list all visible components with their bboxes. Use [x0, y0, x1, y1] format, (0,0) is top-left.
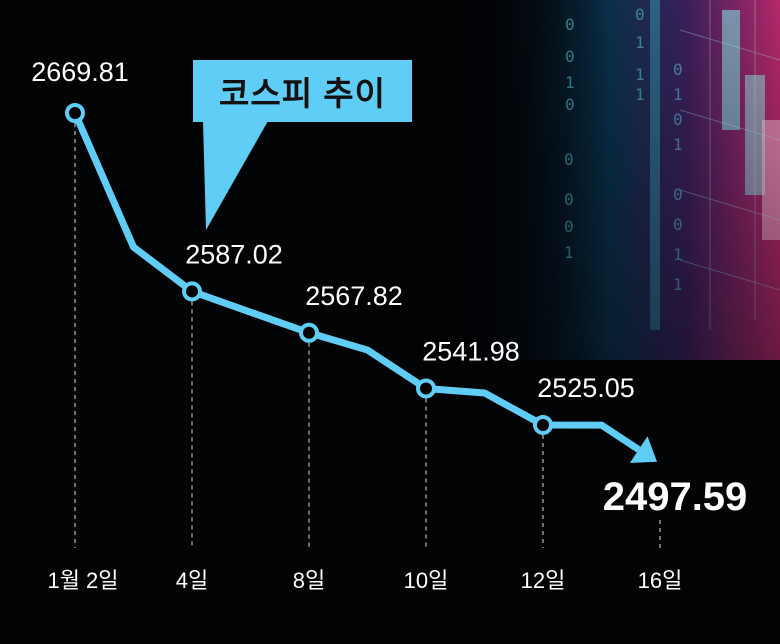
x-tick-label: 10일: [404, 568, 449, 593]
data-point-marker: [533, 414, 553, 435]
svg-text:0: 0: [564, 150, 574, 169]
x-tick-label: 12일: [521, 568, 566, 593]
svg-text:1: 1: [635, 85, 645, 104]
svg-text:0: 0: [565, 47, 575, 66]
svg-text:1: 1: [635, 33, 645, 52]
svg-text:0: 0: [565, 95, 575, 114]
data-label: 2525.05: [537, 373, 635, 403]
data-label: 2567.82: [305, 281, 403, 311]
data-point-marker: [416, 378, 436, 399]
data-point-marker: [182, 281, 202, 302]
data-point-marker: [65, 103, 85, 123]
svg-text:1: 1: [673, 135, 683, 154]
svg-text:1: 1: [673, 85, 683, 104]
data-label: 2669.81: [31, 57, 129, 87]
svg-text:1: 1: [635, 65, 645, 84]
x-tick-label: 1월 2일: [47, 568, 118, 593]
series-line: [71, 111, 641, 453]
callout-pointer: [203, 121, 268, 230]
svg-text:0: 0: [673, 60, 683, 79]
svg-text:0: 0: [673, 215, 683, 234]
svg-text:1: 1: [564, 243, 574, 262]
svg-text:0: 0: [565, 15, 575, 34]
svg-text:0: 0: [635, 5, 645, 24]
x-tick-label: 16일: [638, 568, 683, 593]
svg-text:1: 1: [565, 73, 575, 92]
x-tick-label: 8일: [293, 568, 325, 593]
svg-text:0: 0: [673, 110, 683, 129]
svg-text:0: 0: [673, 185, 683, 204]
data-point-marker: [299, 322, 319, 343]
data-label: 2541.98: [422, 336, 520, 366]
svg-text:1: 1: [673, 275, 683, 294]
data-label: 2497.59: [603, 475, 748, 519]
svg-text:1: 1: [673, 245, 683, 264]
svg-text:0: 0: [564, 190, 574, 209]
svg-text:0: 0: [564, 217, 574, 236]
data-label: 2587.02: [185, 239, 283, 269]
x-tick-label: 4일: [176, 568, 208, 593]
chart-title-callout: 코스피 추이: [193, 60, 412, 122]
trend-arrowhead: [629, 436, 658, 463]
